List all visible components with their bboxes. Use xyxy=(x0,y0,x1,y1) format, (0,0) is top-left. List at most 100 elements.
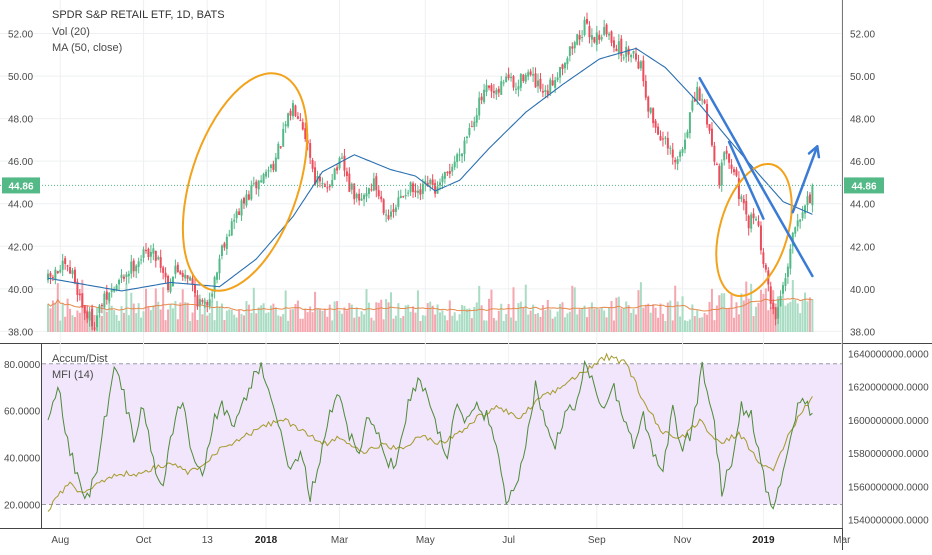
volume-bar xyxy=(600,307,603,332)
legend-ma: MA (50, close) xyxy=(52,42,122,54)
volume-bar xyxy=(130,292,133,332)
volume-bar xyxy=(782,299,784,332)
candles xyxy=(47,12,814,332)
candle-body xyxy=(147,248,150,258)
volume-bar xyxy=(198,301,201,332)
candle-body xyxy=(164,272,167,278)
candle-body xyxy=(66,265,69,267)
candle-body xyxy=(544,89,547,92)
candle-body xyxy=(693,98,696,102)
candle-body xyxy=(804,205,807,214)
candle-body xyxy=(328,185,331,187)
price-tick-right: 42.00 xyxy=(850,242,875,253)
candle-body xyxy=(779,296,782,307)
candle-body xyxy=(198,299,201,305)
volume-bar xyxy=(661,313,664,332)
candle-body xyxy=(644,80,647,98)
volume-bar xyxy=(522,307,525,332)
candle-body xyxy=(267,170,270,172)
mfi-tick: 20.0000 xyxy=(4,501,41,512)
candle-body xyxy=(789,248,792,269)
candle-body xyxy=(669,147,672,149)
volume-bar xyxy=(289,309,292,332)
arrow-head xyxy=(807,145,821,159)
candle-body xyxy=(627,48,630,55)
volume-bar xyxy=(421,315,424,332)
volume-bar xyxy=(269,305,272,332)
volume-bar xyxy=(620,308,623,332)
volume-bar xyxy=(605,317,608,332)
candle-body xyxy=(465,136,468,138)
candle-body xyxy=(647,96,650,112)
candle-body xyxy=(745,200,748,215)
candle-body xyxy=(370,189,373,191)
volume-bar xyxy=(801,300,804,332)
legend: SPDR S&P RETAIL ETF, 1D, BATS Vol (20) M… xyxy=(52,9,225,381)
candle-body xyxy=(762,252,765,265)
candle-body xyxy=(639,61,642,69)
volume-bar xyxy=(206,315,209,332)
volume-bar xyxy=(446,320,449,332)
volume-bar xyxy=(397,303,400,332)
price-tick-right: 52.00 xyxy=(850,30,875,41)
candle-body xyxy=(382,199,385,214)
volume-bar xyxy=(294,304,297,332)
last-price-label-left: 44.86 xyxy=(8,181,33,192)
volume-bar xyxy=(429,301,432,332)
candle-body xyxy=(725,150,728,154)
candle-body xyxy=(176,264,179,273)
volume-bar xyxy=(512,287,515,332)
volume-bar xyxy=(625,301,628,332)
volume-bar xyxy=(652,304,655,332)
candle-body xyxy=(806,196,809,206)
volume-bar xyxy=(514,320,517,332)
volume-bar xyxy=(532,304,535,332)
volume-bar xyxy=(630,312,633,332)
candle-body xyxy=(710,128,713,146)
candle-body xyxy=(431,179,434,186)
price-tick-right: 44.00 xyxy=(850,200,875,211)
candle-body xyxy=(632,51,635,54)
volume-bar xyxy=(304,308,307,332)
candle-body xyxy=(125,274,128,278)
candle-body xyxy=(260,180,263,183)
volume-bar xyxy=(720,293,723,332)
candle-body xyxy=(808,194,811,204)
candle-body xyxy=(367,188,370,194)
candle-body xyxy=(559,67,562,78)
volume-bar xyxy=(353,317,356,332)
candle-body xyxy=(654,120,657,128)
volume-bar xyxy=(794,299,797,332)
volume-bar xyxy=(56,283,59,332)
volume-bar xyxy=(169,303,172,332)
candle-body xyxy=(179,271,182,275)
volume-bar xyxy=(279,316,282,332)
volume-bar xyxy=(127,315,130,332)
candle-body xyxy=(233,219,236,222)
candle-body xyxy=(191,278,194,285)
candle-body xyxy=(468,128,471,136)
candle-body xyxy=(145,249,147,251)
volume-bar xyxy=(637,290,640,332)
legend-title: SPDR S&P RETAIL ETF, 1D, BATS xyxy=(52,9,225,21)
volume-bar xyxy=(265,313,268,332)
candle-body xyxy=(674,159,677,163)
volume-bar xyxy=(529,310,532,332)
volume-bar xyxy=(292,309,294,332)
volume-bar xyxy=(461,304,464,332)
candle-body xyxy=(458,154,461,156)
candle-body xyxy=(755,218,758,221)
volume-bar xyxy=(612,320,615,332)
volume-bar xyxy=(162,287,165,332)
accum-tick: 1580000000.0000 xyxy=(848,449,929,460)
candle-body xyxy=(554,79,557,88)
candle-body xyxy=(118,280,121,285)
candle-body xyxy=(637,61,640,69)
candle-body xyxy=(757,221,760,226)
candle-body xyxy=(586,18,588,24)
volume-bar xyxy=(59,320,62,332)
volume-bar xyxy=(502,320,505,332)
volume-bar xyxy=(578,309,581,332)
candle-body xyxy=(201,300,204,302)
volume-bar xyxy=(539,316,542,332)
